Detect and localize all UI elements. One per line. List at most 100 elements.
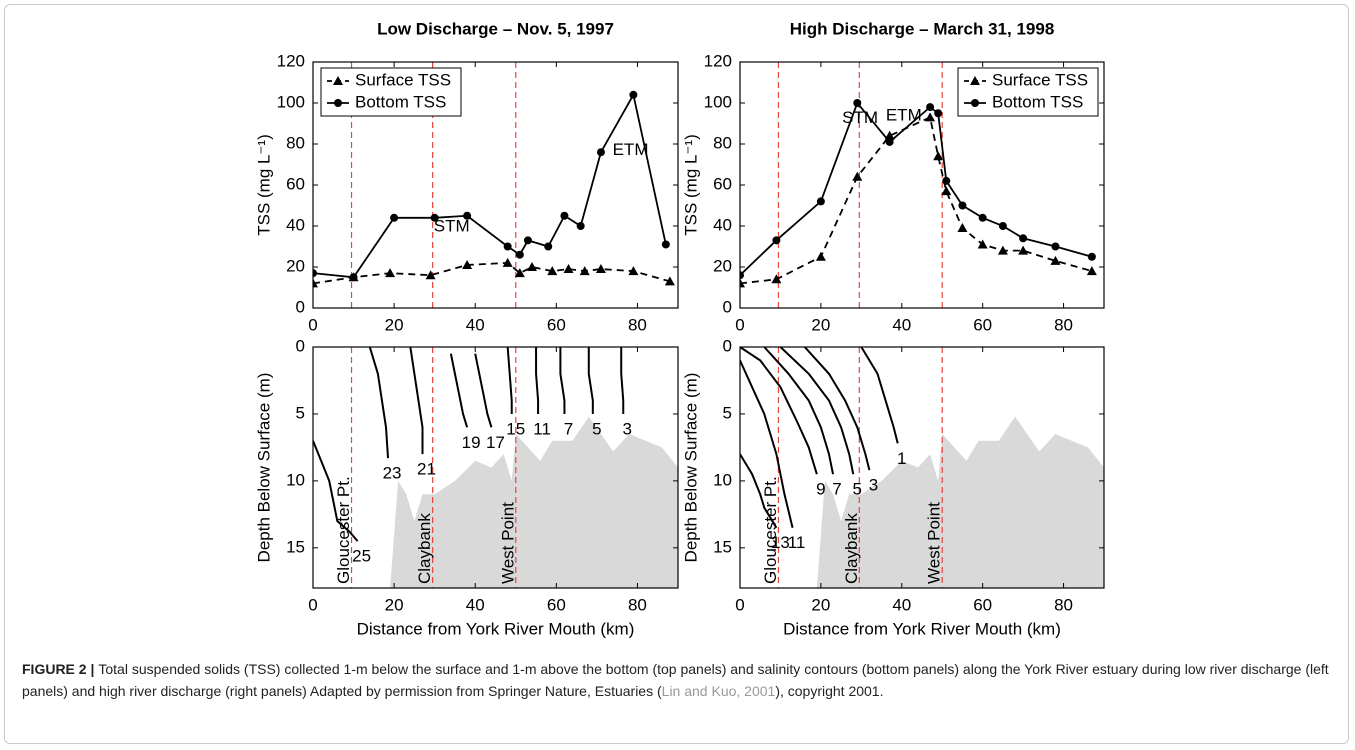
y-tick-label: 15 xyxy=(286,537,305,556)
legend-label: Bottom TSS xyxy=(992,92,1083,111)
legend-marker xyxy=(334,99,342,107)
x-tick-label: 60 xyxy=(547,315,566,334)
contour-line xyxy=(587,347,594,414)
y-tick-label: 10 xyxy=(286,470,305,489)
marker xyxy=(523,236,532,245)
marker xyxy=(313,269,317,278)
marker xyxy=(349,273,358,282)
series-line xyxy=(740,116,1093,285)
marker xyxy=(579,266,590,276)
y-tick-label: 60 xyxy=(713,174,732,193)
y-tick-label: 40 xyxy=(713,215,732,234)
contour-line xyxy=(313,440,359,542)
contour-line xyxy=(860,347,899,444)
marker xyxy=(815,251,826,261)
marker xyxy=(926,103,935,112)
marker xyxy=(547,266,558,276)
contour-label: 21 xyxy=(417,460,436,479)
marker xyxy=(1018,245,1029,255)
contour-label: 13 xyxy=(771,533,790,552)
station-label: Claybank xyxy=(415,513,434,584)
y-tick-label: 100 xyxy=(277,92,305,111)
marker xyxy=(313,278,318,288)
marker xyxy=(502,257,513,267)
legend-label: Bottom TSS xyxy=(355,92,446,111)
station-label: Claybank xyxy=(842,513,861,584)
plot-area xyxy=(313,347,678,588)
legend-marker xyxy=(333,76,343,85)
y-tick-label: 15 xyxy=(713,537,732,556)
plot-area xyxy=(313,62,675,308)
marker xyxy=(816,197,825,206)
y-tick-label: 20 xyxy=(286,256,305,275)
bathymetry xyxy=(816,416,1104,588)
contour-line xyxy=(409,347,424,455)
contour-line xyxy=(779,347,855,475)
caption-label: FIGURE 2 | xyxy=(22,661,95,677)
marker xyxy=(852,171,863,181)
contour-label: 11 xyxy=(533,419,551,438)
station-label: West Point xyxy=(498,502,517,584)
contour-line xyxy=(740,453,778,529)
chart-title: High Discharge – March 31, 1998 xyxy=(790,19,1055,38)
chart-title: Low Discharge – Nov. 5, 1997 xyxy=(377,19,614,38)
contour-line xyxy=(535,347,540,414)
contour-label: 3 xyxy=(623,419,632,438)
marker xyxy=(740,271,744,280)
marker xyxy=(772,236,781,245)
x-tick-label: 20 xyxy=(811,595,830,614)
marker xyxy=(1050,255,1061,265)
contour-label: 25 xyxy=(352,547,371,566)
marker xyxy=(885,137,894,146)
marker xyxy=(1019,234,1028,243)
marker xyxy=(998,222,1007,230)
y-axis-label: Depth Below Surface (m) xyxy=(681,373,700,563)
x-tick-label: 0 xyxy=(308,315,317,334)
citation-link[interactable]: Lin and Kuo, 2001 xyxy=(661,683,776,699)
marker xyxy=(664,276,675,286)
x-tick-label: 40 xyxy=(892,595,911,614)
y-tick-label: 0 xyxy=(296,336,305,355)
y-tick-label: 0 xyxy=(723,336,732,355)
contour-line xyxy=(559,347,566,414)
plot-area xyxy=(740,62,1097,308)
x-tick-label: 40 xyxy=(466,315,485,334)
contour-line xyxy=(740,359,794,528)
y-tick-label: 0 xyxy=(296,297,305,316)
marker xyxy=(771,274,782,284)
series-line xyxy=(313,92,667,279)
y-tick-label: 60 xyxy=(286,174,305,193)
marker xyxy=(1051,242,1060,251)
x-tick-label: 0 xyxy=(735,595,744,614)
y-tick-label: 80 xyxy=(286,133,305,152)
annotation: ETM xyxy=(886,106,922,125)
marker xyxy=(942,176,951,185)
marker xyxy=(425,270,436,280)
marker xyxy=(740,278,745,288)
marker xyxy=(430,213,439,222)
contour-label: 3 xyxy=(869,476,878,495)
axes-frame xyxy=(739,346,1105,589)
x-tick-label: 0 xyxy=(735,315,744,334)
y-tick-label: 10 xyxy=(713,470,732,489)
y-axis-label: TSS (mg L⁻¹) xyxy=(254,134,273,236)
contour-line xyxy=(368,347,390,459)
y-tick-label: 100 xyxy=(704,92,732,111)
x-tick-label: 80 xyxy=(628,595,647,614)
y-tick-label: 120 xyxy=(704,51,732,70)
marker xyxy=(628,266,639,276)
bathymetry xyxy=(390,416,678,588)
marker xyxy=(514,268,525,278)
marker xyxy=(563,264,574,274)
y-tick-label: 5 xyxy=(296,403,305,422)
x-tick-label: 40 xyxy=(466,595,485,614)
station-label: West Point xyxy=(925,502,944,584)
marker xyxy=(385,268,396,278)
annotation: STM xyxy=(434,216,470,235)
contour-line xyxy=(763,347,835,475)
marker xyxy=(957,223,968,233)
x-axis-label: Distance from York River Mouth (km) xyxy=(783,619,1061,638)
marker xyxy=(463,211,472,220)
marker xyxy=(576,222,585,230)
contour-line xyxy=(620,347,625,414)
